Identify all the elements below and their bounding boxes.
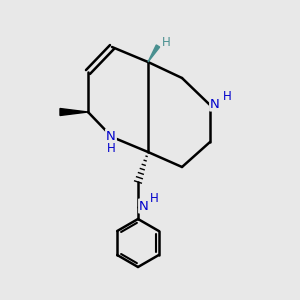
Text: N: N — [106, 130, 116, 142]
Text: H: H — [223, 91, 231, 103]
Text: H: H — [162, 35, 170, 49]
Text: H: H — [106, 142, 116, 154]
Text: N: N — [139, 200, 149, 212]
Text: N: N — [210, 98, 220, 110]
Polygon shape — [148, 45, 160, 62]
Polygon shape — [60, 109, 88, 116]
Text: H: H — [150, 191, 158, 205]
